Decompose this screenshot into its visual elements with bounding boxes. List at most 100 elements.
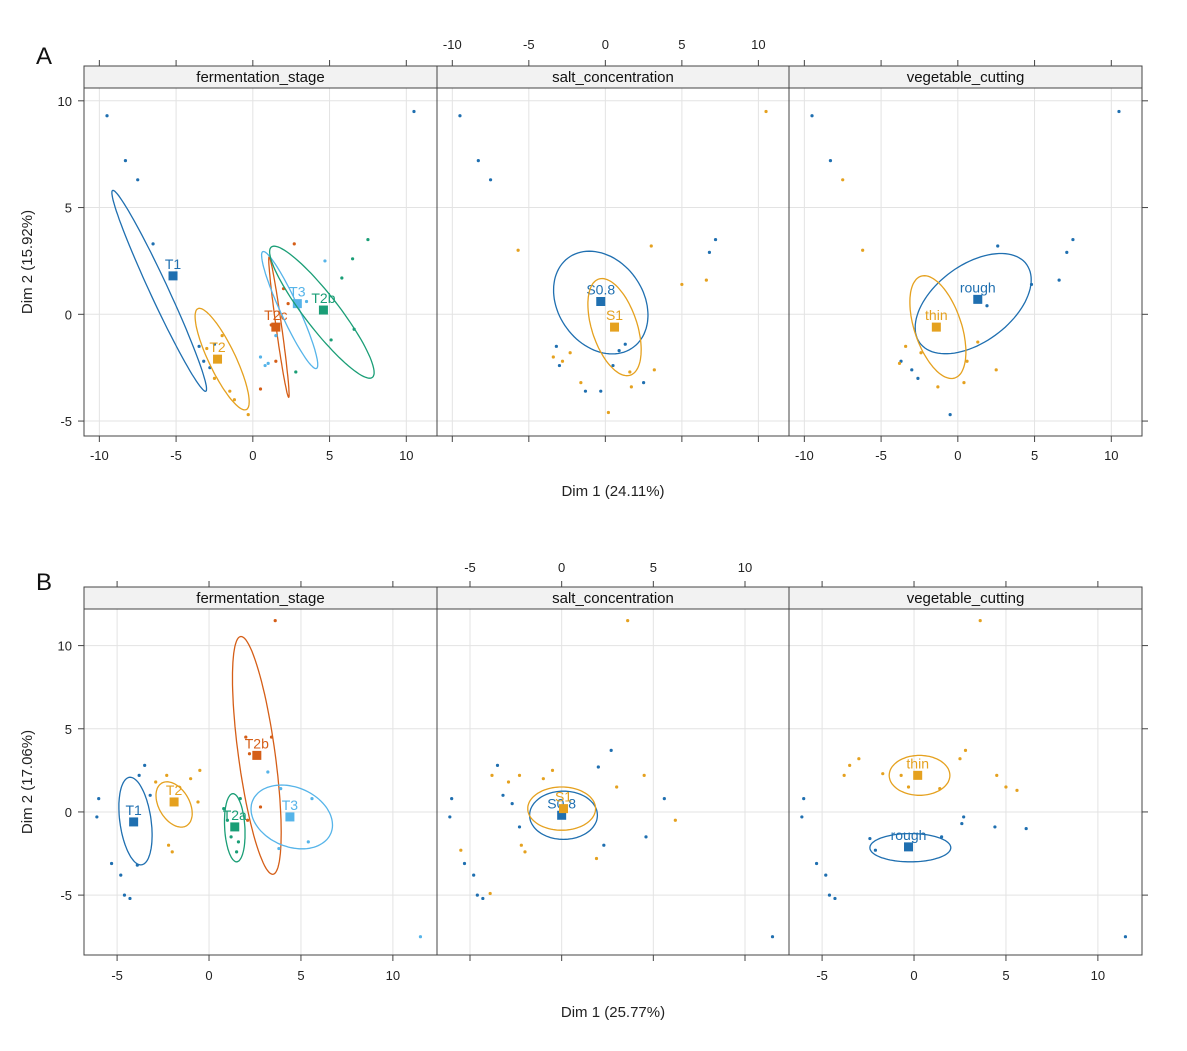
data-point <box>857 757 861 761</box>
data-point <box>197 344 201 348</box>
x-axis: -5 0 5 10 <box>111 581 400 983</box>
data-point <box>246 818 250 822</box>
panel-border <box>788 87 1143 437</box>
data-point <box>304 299 309 304</box>
centroid-marker <box>230 822 240 832</box>
x-tick-label: -10 <box>795 448 814 463</box>
centroid-label: T2b <box>311 290 335 306</box>
strip-label: salt_concentration <box>552 590 674 607</box>
data-point <box>246 413 250 417</box>
data-point <box>554 344 558 348</box>
data-point <box>662 797 666 801</box>
data-point <box>602 843 606 847</box>
x-tick-label-top: 0 <box>558 560 565 575</box>
data-point <box>170 850 174 854</box>
data-point <box>550 768 555 772</box>
x-tick-label: 0 <box>205 968 212 983</box>
data-point <box>1004 785 1008 789</box>
data-point <box>814 861 819 866</box>
centroid-marker <box>318 305 328 315</box>
data-point <box>963 748 968 752</box>
group-thin: thin <box>841 178 998 389</box>
data-point <box>910 368 914 372</box>
data-point <box>764 109 768 114</box>
data-point <box>274 359 278 363</box>
strip-label: vegetable_cutting <box>907 590 1025 607</box>
data-point <box>476 158 480 163</box>
data-point <box>196 800 200 804</box>
data-point <box>244 735 248 739</box>
y-tick-label: 10 <box>58 94 72 109</box>
centroid-label: S0.8 <box>586 281 615 297</box>
data-point <box>266 770 270 774</box>
data-point <box>673 818 677 822</box>
centroid-label: T3 <box>282 797 299 813</box>
data-point <box>462 861 467 866</box>
data-point <box>412 109 416 114</box>
data-point <box>642 773 646 777</box>
data-point <box>560 359 565 363</box>
x-tick-label: 5 <box>1031 448 1038 463</box>
data-point <box>579 381 583 385</box>
confidence-ellipse <box>587 277 642 377</box>
data-point <box>985 304 989 308</box>
data-point <box>418 935 423 939</box>
confidence-ellipse <box>268 256 290 399</box>
data-point <box>506 780 511 784</box>
x-tick-label: -5 <box>875 448 887 463</box>
centroid-marker <box>973 294 983 304</box>
x-axis: -5 0 5 10 <box>816 581 1105 983</box>
data-point <box>128 896 132 901</box>
confidence-ellipse <box>552 250 649 355</box>
data-point <box>861 248 865 252</box>
group-T2c: T2c <box>258 242 296 399</box>
facet-salt_concentration: salt_concentration S0.8S1 -5 0 5 10 <box>436 560 790 961</box>
data-point <box>450 797 454 801</box>
strip-label: fermentation_stage <box>196 590 324 607</box>
data-point <box>841 178 845 182</box>
data-point <box>294 370 298 374</box>
data-point <box>827 893 832 897</box>
centroid-label: T2c <box>264 307 287 323</box>
x-tick-label: 5 <box>1002 968 1009 983</box>
data-point <box>258 355 263 359</box>
y-tick-label: -5 <box>60 888 72 903</box>
data-point <box>212 342 217 346</box>
centroid-marker <box>596 296 606 306</box>
y-axis-label: Dim 2 (15.92%) <box>19 210 36 314</box>
data-point <box>448 815 452 819</box>
data-point <box>148 793 152 797</box>
x-tick-label: 0 <box>910 968 917 983</box>
y-tick-label: 0 <box>65 805 72 820</box>
x-axis: -10 -5 0 5 10 <box>795 60 1119 463</box>
confidence-ellipse <box>268 245 375 379</box>
data-point <box>1071 237 1075 242</box>
data-point <box>960 821 964 826</box>
data-point <box>306 840 310 844</box>
data-point <box>247 752 252 756</box>
data-point <box>628 370 632 374</box>
confidence-ellipse <box>914 252 1032 355</box>
y-tick-label: -5 <box>60 414 72 429</box>
x-tick-label-top: 5 <box>650 560 657 575</box>
confidence-ellipse <box>223 793 246 863</box>
centroid-label: thin <box>906 755 929 771</box>
data-point <box>232 398 237 402</box>
data-point <box>976 340 980 344</box>
strip-label: salt_concentration <box>552 69 674 86</box>
centroid-label: T2 <box>209 339 226 355</box>
data-point <box>228 389 232 393</box>
data-point <box>154 780 158 784</box>
data-point <box>828 158 833 163</box>
data-point <box>906 785 911 789</box>
data-point <box>329 338 333 342</box>
data-point <box>105 114 109 118</box>
data-point <box>340 276 344 280</box>
x-tick-label: 10 <box>399 448 413 463</box>
data-point <box>123 158 128 163</box>
data-point <box>611 363 615 368</box>
data-point <box>770 935 775 939</box>
